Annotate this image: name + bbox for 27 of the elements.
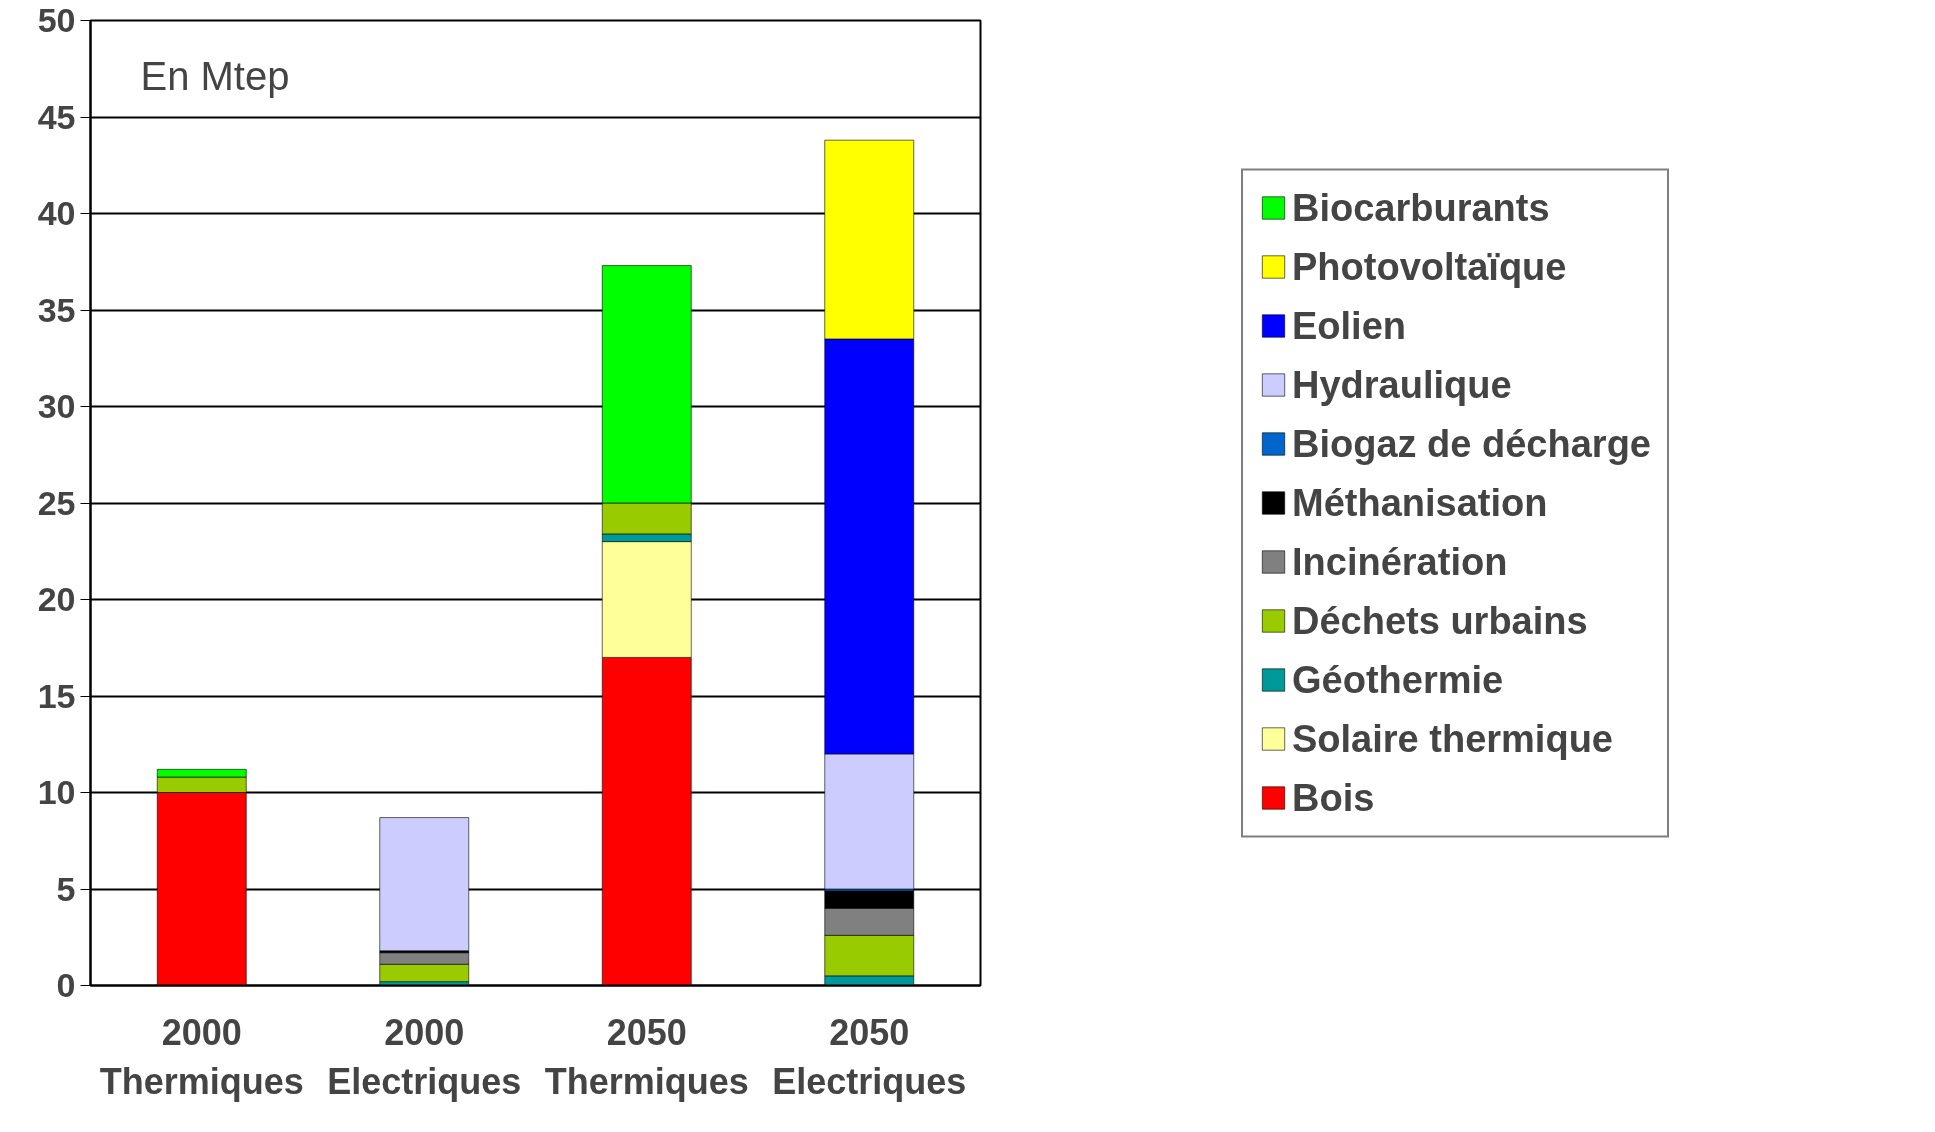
legend-label: Biocarburants bbox=[1292, 186, 1550, 229]
legend-label: Géothermie bbox=[1292, 658, 1504, 701]
annotation: En Mtep bbox=[140, 53, 290, 98]
legend-label: Bois bbox=[1292, 776, 1375, 819]
y-tick-label: 40 bbox=[37, 194, 76, 232]
y-tick-label: 15 bbox=[37, 676, 76, 715]
y-tick-label: 25 bbox=[37, 483, 76, 522]
y-tick-label: 45 bbox=[37, 97, 76, 136]
legend-label: Solaire thermique bbox=[1292, 717, 1613, 760]
y-tick-label: 0 bbox=[56, 966, 76, 1004]
legend-label: Photovoltaïque bbox=[1292, 245, 1567, 288]
y-tick-label: 50 bbox=[37, 1, 76, 39]
x-tick-label: 2050 Thermiques bbox=[544, 1011, 749, 1102]
legend-label: Incinération bbox=[1292, 540, 1508, 583]
y-tick-label: 20 bbox=[37, 580, 76, 618]
y-tick-label: 10 bbox=[37, 773, 76, 811]
legend-label: Méthanisation bbox=[1292, 481, 1548, 524]
x-tick-label: 2000 Electriques bbox=[327, 1011, 522, 1102]
y-tick-label: 5 bbox=[56, 869, 76, 908]
legend-label: Eolien bbox=[1292, 304, 1407, 347]
x-tick-label: 2000 Thermiques bbox=[99, 1011, 304, 1102]
y-tick-label: 35 bbox=[37, 290, 76, 329]
y-tick-label: 30 bbox=[37, 387, 76, 425]
legend-label: Hydraulique bbox=[1292, 363, 1512, 406]
x-tick-label: 2050 Electriques bbox=[772, 1011, 967, 1102]
legend-label: Biogaz de décharge bbox=[1292, 422, 1651, 465]
legend-label: Déchets urbains bbox=[1292, 599, 1588, 642]
